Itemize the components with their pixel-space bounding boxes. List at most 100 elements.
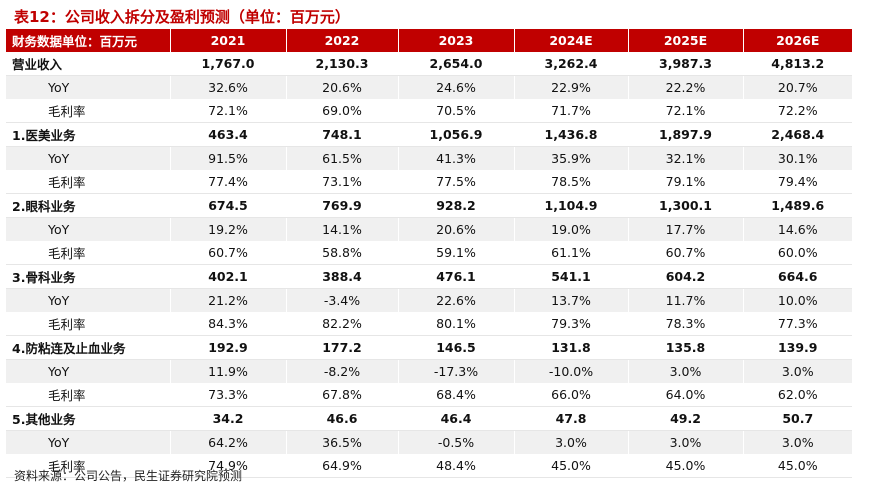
table-row-metric: YoY 64.2% 36.5% -0.5% 3.0% 3.0% 3.0%	[6, 430, 852, 454]
table-row-metric: 毛利率 77.4% 73.1% 77.5% 78.5% 79.1% 79.4%	[6, 170, 852, 194]
table-cell: 135.8	[628, 335, 744, 360]
table-cell: 78.3%	[628, 312, 744, 336]
table-cell: 41.3%	[398, 146, 515, 170]
table-cell: 71.7%	[514, 99, 629, 123]
table-row-segment: 1.医美业务 463.4 748.1 1,056.9 1,436.8 1,897.9 2,4…	[6, 122, 852, 147]
table-row-metric: YoY 91.5% 61.5% 41.3% 35.9% 32.1% 30.1%	[6, 146, 852, 170]
table-row-metric: YoY 19.2% 14.1% 20.6% 19.0% 17.7% 14.6%	[6, 217, 852, 241]
table-cell: -17.3%	[398, 359, 515, 383]
table-cell: 77.3%	[743, 312, 852, 336]
table-cell: 49.2	[628, 406, 744, 431]
table-cell: 177.2	[286, 335, 399, 360]
table-cell: -8.2%	[286, 359, 399, 383]
table-cell: 14.6%	[743, 217, 852, 241]
table-cell: 3.0%	[628, 359, 744, 383]
table-cell: 21.2%	[170, 288, 287, 312]
header-year-2026e: 2026E	[743, 29, 852, 52]
table-cell: 1,056.9	[398, 122, 515, 147]
table-cell: 50.7	[743, 406, 852, 431]
table-cell: 72.2%	[743, 99, 852, 123]
table-cell: 45.0%	[628, 454, 744, 478]
table-cell: 10.0%	[743, 288, 852, 312]
table-cell: 1,300.1	[628, 193, 744, 218]
table-cell: 79.3%	[514, 312, 629, 336]
table-title: 表12：公司收入拆分及盈利预测（单位：百万元）	[14, 8, 350, 26]
table-cell: 66.0%	[514, 383, 629, 407]
row-label: YoY	[6, 359, 171, 383]
table-cell: 62.0%	[743, 383, 852, 407]
table-cell: 30.1%	[743, 146, 852, 170]
table-row-metric: 毛利率 84.3% 82.2% 80.1% 79.3% 78.3% 77.3%	[6, 312, 852, 336]
table-cell: 45.0%	[514, 454, 629, 478]
row-label: YoY	[6, 288, 171, 312]
table-cell: 11.9%	[170, 359, 287, 383]
table-cell: 769.9	[286, 193, 399, 218]
table-row-metric: 毛利率 74.9% 64.9% 48.4% 45.0% 45.0% 45.0%	[6, 454, 852, 478]
table-cell: 2,654.0	[398, 52, 515, 76]
header-year-2021: 2021	[170, 29, 287, 52]
table-cell: 60.7%	[170, 241, 287, 265]
table-cell: 73.1%	[286, 170, 399, 194]
table-cell: 32.6%	[170, 75, 287, 99]
table-cell: 1,436.8	[514, 122, 629, 147]
table-cell: -10.0%	[514, 359, 629, 383]
row-label: 营业收入	[6, 52, 171, 76]
header-unit-label: 财务数据单位：百万元	[6, 29, 171, 52]
table-cell: 1,767.0	[170, 52, 287, 76]
table-row-metric: 毛利率 60.7% 58.8% 59.1% 61.1% 60.7% 60.0%	[6, 241, 852, 265]
table-cell: 20.6%	[286, 75, 399, 99]
table-cell: 46.6	[286, 406, 399, 431]
table-cell: 19.0%	[514, 217, 629, 241]
table-cell: 84.3%	[170, 312, 287, 336]
table-cell: 72.1%	[628, 99, 744, 123]
row-label: 毛利率	[6, 241, 171, 265]
table-cell: 4,813.2	[743, 52, 852, 76]
table-cell: 3.0%	[514, 430, 629, 454]
table-cell: 476.1	[398, 264, 515, 289]
table-cell: 3,262.4	[514, 52, 629, 76]
table-cell: 78.5%	[514, 170, 629, 194]
table-row-metric: YoY 21.2% -3.4% 22.6% 13.7% 11.7% 10.0%	[6, 288, 852, 312]
table-cell: 20.6%	[398, 217, 515, 241]
table-cell: 20.7%	[743, 75, 852, 99]
row-label: YoY	[6, 430, 171, 454]
row-label: 3.骨科业务	[6, 264, 171, 289]
table-row-segment: 营业收入 1,767.0 2,130.3 2,654.0 3,262.4 3,987.3 4…	[6, 52, 852, 76]
table-cell: 13.7%	[514, 288, 629, 312]
table-cell: 70.5%	[398, 99, 515, 123]
table-cell: 64.9%	[286, 454, 399, 478]
row-label: 1.医美业务	[6, 122, 171, 147]
table-cell: 60.0%	[743, 241, 852, 265]
table-cell: 59.1%	[398, 241, 515, 265]
row-label: YoY	[6, 75, 171, 99]
table-body: 营业收入 1,767.0 2,130.3 2,654.0 3,262.4 3,987.3 4…	[6, 52, 852, 478]
table-header-row: 财务数据单位：百万元 2021 2022 2023 2024E 2025E 20…	[6, 29, 852, 52]
table-cell: 1,104.9	[514, 193, 629, 218]
table-row-segment: 2.眼科业务 674.5 769.9 928.2 1,104.9 1,300.1 1,489…	[6, 193, 852, 218]
table-cell: 463.4	[170, 122, 287, 147]
table-cell: 47.8	[514, 406, 629, 431]
table-cell: 45.0%	[743, 454, 852, 478]
table-cell: 46.4	[398, 406, 515, 431]
table-cell: 24.6%	[398, 75, 515, 99]
header-year-2025e: 2025E	[628, 29, 744, 52]
table-cell: 192.9	[170, 335, 287, 360]
table-cell: 72.1%	[170, 99, 287, 123]
row-label: 毛利率	[6, 99, 171, 123]
row-label: 2.眼科业务	[6, 193, 171, 218]
table-cell: 67.8%	[286, 383, 399, 407]
table-cell: 22.9%	[514, 75, 629, 99]
table-cell: 74.9%	[170, 454, 287, 478]
table-cell: 11.7%	[628, 288, 744, 312]
table-cell: 61.5%	[286, 146, 399, 170]
table-cell: 32.1%	[628, 146, 744, 170]
table-cell: -3.4%	[286, 288, 399, 312]
row-label: 毛利率	[6, 312, 171, 336]
table-cell: 91.5%	[170, 146, 287, 170]
row-label: YoY	[6, 146, 171, 170]
table-cell: 36.5%	[286, 430, 399, 454]
table-cell: 60.7%	[628, 241, 744, 265]
table-cell: 77.4%	[170, 170, 287, 194]
table-row-metric: 毛利率 72.1% 69.0% 70.5% 71.7% 72.1% 72.2%	[6, 99, 852, 123]
table-cell: 139.9	[743, 335, 852, 360]
